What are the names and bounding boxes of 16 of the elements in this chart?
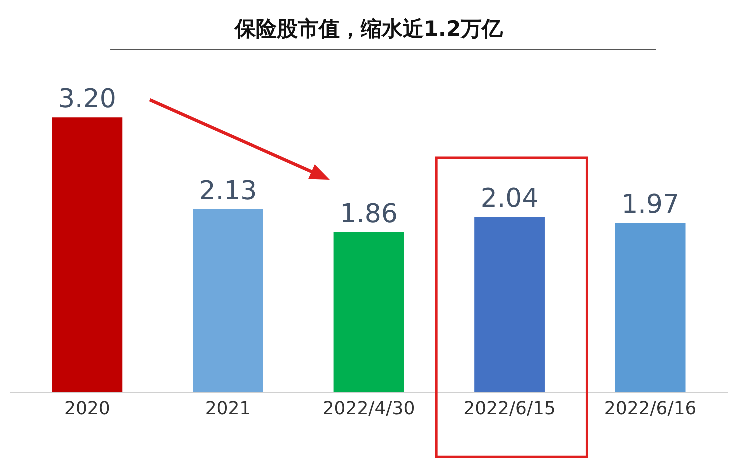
bar bbox=[615, 223, 686, 392]
data-label: 2.13 bbox=[199, 176, 258, 206]
bar bbox=[334, 232, 404, 392]
x-tick-label: 2022/6/16 bbox=[604, 398, 697, 420]
data-label: 3.20 bbox=[58, 84, 116, 115]
x-tick-label: 2021 bbox=[205, 398, 252, 420]
data-label: 1.86 bbox=[340, 200, 398, 230]
x-tick-label: 2020 bbox=[64, 398, 110, 420]
chart-title: 保险股市值，缩水近1.2万亿 bbox=[234, 17, 504, 42]
bar bbox=[52, 118, 123, 392]
bar bbox=[193, 209, 264, 392]
data-label: 1.97 bbox=[622, 190, 680, 220]
x-tick-label: 2022/4/30 bbox=[322, 398, 416, 420]
data-label: 2.04 bbox=[480, 184, 539, 214]
x-tick-label: 2022/6/15 bbox=[464, 398, 556, 420]
bar bbox=[474, 217, 545, 392]
